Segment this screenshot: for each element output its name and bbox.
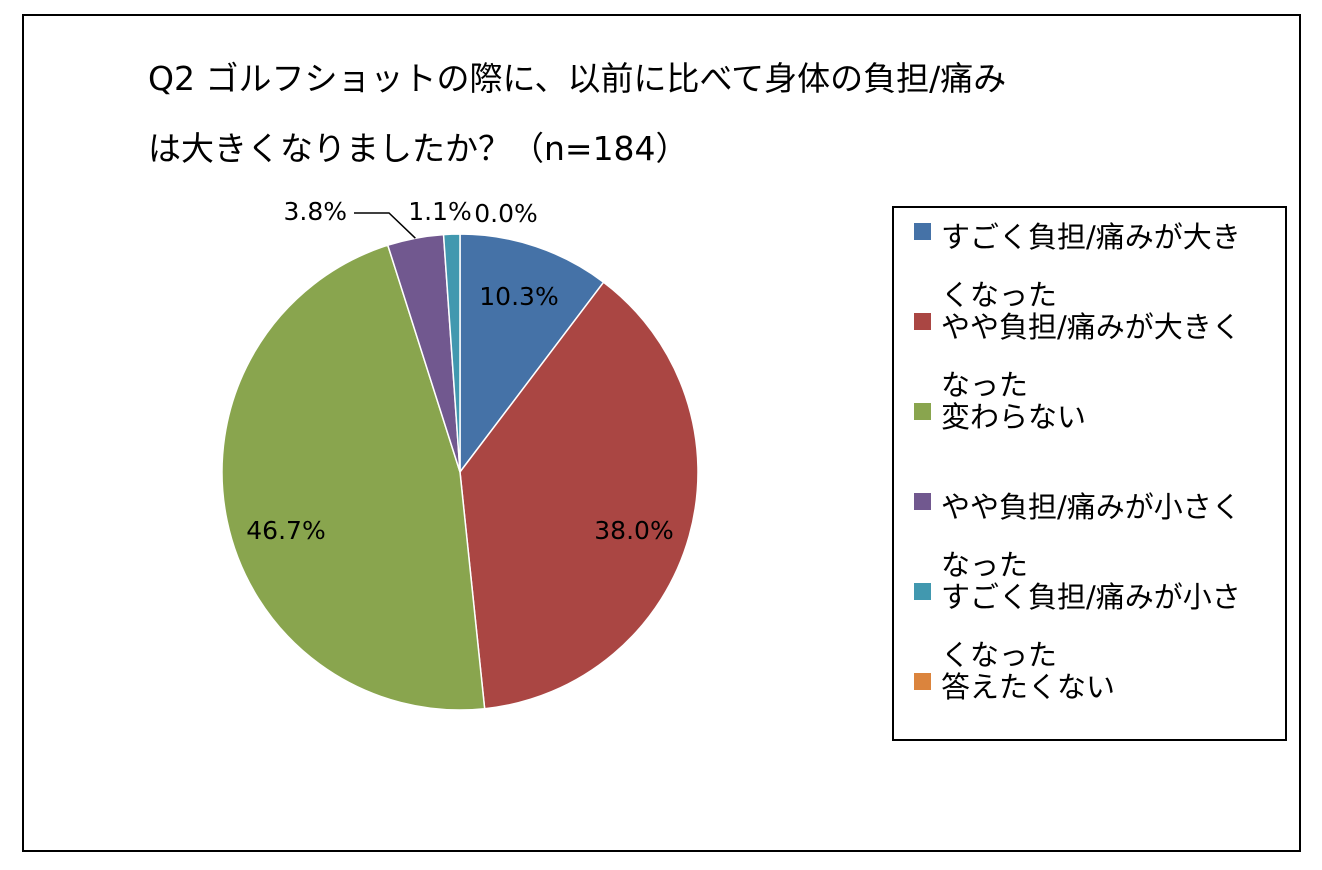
legend-item-slice-6: 答えたくない	[914, 658, 1274, 716]
data-label-slice-3: 46.7%	[246, 516, 325, 545]
legend-label-slice-4: やや負担/痛みが小さく なった	[941, 490, 1241, 582]
legend-swatch-slice-2	[914, 313, 931, 330]
data-label-slice-2: 38.0%	[594, 516, 673, 545]
data-label-slice-4: 3.8%	[283, 197, 347, 226]
legend-item-slice-1: すごく負担/痛みが大き くなった	[914, 208, 1274, 324]
legend-label-slice-6: 答えたくない	[941, 670, 1116, 704]
leader-line-slice-4	[354, 212, 416, 239]
pie-slice-1	[459, 233, 605, 475]
data-label-slice-1: 10.3%	[479, 282, 558, 311]
legend-label-slice-1: すごく負担/痛みが大き くなった	[941, 220, 1241, 312]
legend-swatch-slice-3	[914, 403, 931, 420]
legend-item-slice-2: やや負担/痛みが大きく なった	[914, 298, 1274, 414]
legend-label-slice-3: 変わらない	[941, 400, 1087, 434]
legend-label-slice-2: やや負担/痛みが大きく なった	[941, 310, 1241, 402]
legend-swatch-slice-4	[914, 493, 931, 510]
legend-swatch-slice-1	[914, 223, 931, 240]
data-label-slice-5: 1.1%	[408, 197, 472, 226]
chart-title-line-1: Q2 ゴルフショットの際に、以前に比べて身体の負担/痛み	[148, 59, 1007, 98]
data-label-slice-6: 0.0%	[474, 199, 538, 228]
legend-swatch-slice-6	[914, 673, 931, 690]
legend-item-slice-4: やや負担/痛みが小さく なった	[914, 478, 1274, 594]
legend-swatch-slice-5	[914, 583, 931, 600]
legend-label-slice-5: すごく負担/痛みが小さ くなった	[941, 580, 1241, 672]
legend: すごく負担/痛みが大き くなった やや負担/痛みが大きく なった 変わらないやや負担/痛…	[892, 206, 1287, 741]
pie-slice-2	[459, 281, 699, 710]
legend-item-slice-5: すごく負担/痛みが小さ くなった	[914, 568, 1274, 684]
pie-slice-5	[442, 233, 461, 473]
pie-slice-3	[221, 244, 486, 711]
chart-title-line-2: は大きくなりましたか？（n=184）	[148, 129, 689, 168]
legend-item-slice-3: 変わらない	[914, 388, 1274, 446]
chart-title: Q2 ゴルフショットの際に、以前に比べて身体の負担/痛み は大きくなりましたか？…	[148, 44, 1148, 184]
